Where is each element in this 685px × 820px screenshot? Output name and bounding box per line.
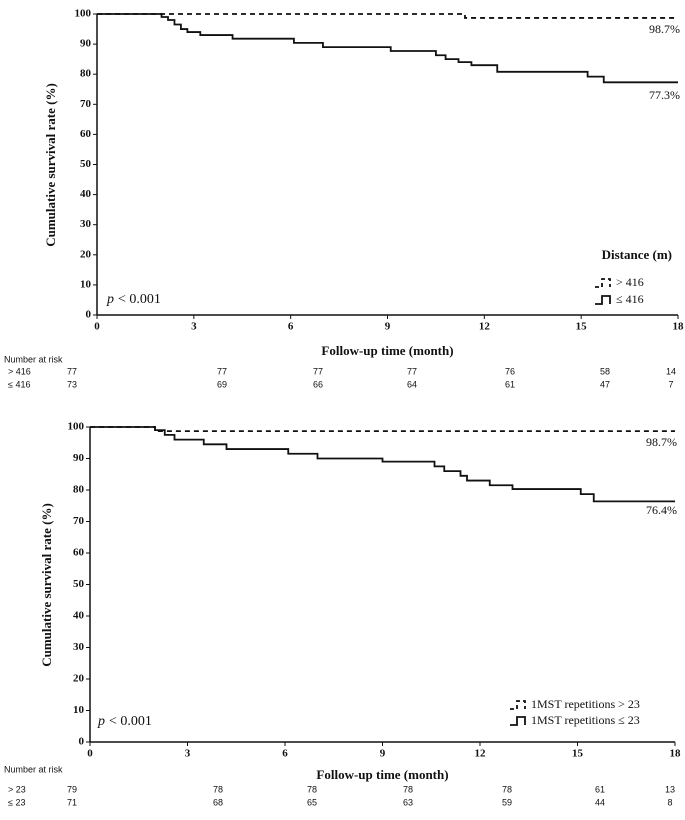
risk-value: 79 bbox=[67, 784, 77, 794]
risk-value: 68 bbox=[213, 797, 223, 807]
risk-value: 14 bbox=[666, 366, 676, 376]
y-tick-label: 70 bbox=[73, 515, 85, 527]
risk-value: 66 bbox=[313, 379, 323, 389]
risk-value: 77 bbox=[67, 366, 77, 376]
legend-title: Distance (m) bbox=[602, 247, 672, 262]
risk-value: 47 bbox=[600, 379, 610, 389]
legend-icon bbox=[510, 716, 526, 726]
survival-curve bbox=[97, 13, 678, 84]
risk-row-label: > 23 bbox=[8, 784, 26, 794]
y-tick-label: 60 bbox=[73, 547, 85, 559]
p-symbol: p bbox=[106, 292, 114, 307]
x-tick-label: 3 bbox=[185, 748, 191, 760]
x-tick-label: 9 bbox=[380, 748, 386, 760]
end-label: 77.3% bbox=[649, 88, 680, 102]
y-tick-label: 40 bbox=[73, 610, 85, 622]
risk-row-label: ≤ 23 bbox=[8, 797, 25, 807]
survival-curve bbox=[90, 426, 675, 503]
risk-row-label: ≤ 416 bbox=[8, 379, 30, 389]
p-text: < 0.001 bbox=[118, 292, 161, 307]
legend-icon bbox=[510, 700, 526, 710]
risk-value: 71 bbox=[67, 797, 77, 807]
risk-value: 69 bbox=[217, 379, 227, 389]
y-tick-label: 0 bbox=[79, 736, 85, 748]
risk-value: 63 bbox=[403, 797, 413, 807]
risk-value: 44 bbox=[595, 797, 605, 807]
y-tick-label: 0 bbox=[86, 309, 92, 321]
risk-value: 61 bbox=[505, 379, 515, 389]
y-axis-label: Cumulative survival rate (%) bbox=[43, 83, 58, 247]
x-tick-label: 3 bbox=[191, 321, 197, 333]
risk-value: 73 bbox=[67, 379, 77, 389]
risk-value: 77 bbox=[217, 366, 227, 376]
risk-value: 61 bbox=[595, 784, 605, 794]
risk-value: 77 bbox=[313, 366, 323, 376]
risk-value: 64 bbox=[407, 379, 417, 389]
y-tick-label: 10 bbox=[80, 278, 92, 290]
risk-value: 13 bbox=[665, 784, 675, 794]
p-text: < 0.001 bbox=[109, 714, 152, 729]
x-axis-label: Follow-up time (month) bbox=[321, 343, 453, 358]
y-tick-label: 100 bbox=[68, 421, 85, 433]
y-tick-label: 80 bbox=[80, 68, 92, 80]
survival-curve bbox=[90, 426, 675, 432]
end-label: 98.7% bbox=[646, 435, 677, 449]
x-tick-label: 6 bbox=[288, 321, 294, 333]
y-tick-label: 50 bbox=[73, 578, 85, 590]
x-tick-label: 0 bbox=[87, 748, 93, 760]
y-tick-label: 60 bbox=[80, 128, 92, 140]
x-axis-label: Follow-up time (month) bbox=[316, 767, 448, 782]
p-value: p < 0.001 bbox=[106, 292, 161, 307]
y-tick-label: 90 bbox=[80, 38, 92, 50]
risk-value: 78 bbox=[502, 784, 512, 794]
y-axis-label: Cumulative survival rate (%) bbox=[39, 503, 54, 667]
risk-title: Number at risk bbox=[4, 354, 63, 364]
p-value: p < 0.001 bbox=[97, 714, 152, 729]
risk-title: Number at risk bbox=[4, 764, 63, 774]
y-tick-label: 40 bbox=[80, 188, 92, 200]
x-tick-label: 12 bbox=[479, 321, 491, 333]
y-tick-label: 100 bbox=[75, 8, 92, 20]
x-tick-label: 15 bbox=[572, 748, 584, 760]
x-tick-label: 15 bbox=[576, 321, 588, 333]
risk-value: 77 bbox=[407, 366, 417, 376]
risk-value: 58 bbox=[600, 366, 610, 376]
y-tick-label: 90 bbox=[73, 452, 85, 464]
y-tick-label: 80 bbox=[73, 484, 85, 496]
risk-value: 78 bbox=[213, 784, 223, 794]
y-tick-label: 30 bbox=[73, 641, 85, 653]
legend-label: ≤ 416 bbox=[616, 292, 644, 306]
legend-label: > 416 bbox=[616, 275, 644, 289]
x-tick-label: 6 bbox=[282, 748, 288, 760]
end-label: 98.7% bbox=[649, 22, 680, 36]
y-tick-label: 10 bbox=[73, 704, 85, 716]
end-label: 76.4% bbox=[646, 503, 677, 517]
risk-value: 76 bbox=[505, 366, 515, 376]
y-tick-label: 30 bbox=[80, 218, 92, 230]
legend-label: 1MST repetitions ≤ 23 bbox=[531, 713, 640, 727]
x-tick-label: 12 bbox=[475, 748, 487, 760]
x-tick-label: 0 bbox=[94, 321, 100, 333]
y-tick-label: 20 bbox=[80, 248, 92, 260]
p-symbol: p bbox=[97, 714, 105, 729]
risk-value: 78 bbox=[403, 784, 413, 794]
legend-icon bbox=[595, 295, 611, 305]
y-tick-label: 50 bbox=[80, 158, 92, 170]
risk-value: 7 bbox=[668, 379, 673, 389]
y-tick-label: 70 bbox=[80, 98, 92, 110]
x-tick-label: 18 bbox=[670, 748, 682, 760]
survival-curve bbox=[97, 13, 678, 19]
risk-row-label: > 416 bbox=[8, 366, 31, 376]
x-tick-label: 9 bbox=[385, 321, 391, 333]
legend-label: 1MST repetitions > 23 bbox=[531, 697, 640, 711]
y-tick-label: 20 bbox=[73, 673, 85, 685]
risk-value: 59 bbox=[502, 797, 512, 807]
risk-value: 8 bbox=[667, 797, 672, 807]
x-tick-label: 18 bbox=[673, 321, 685, 333]
legend-icon bbox=[595, 278, 611, 288]
risk-value: 78 bbox=[307, 784, 317, 794]
risk-value: 65 bbox=[307, 797, 317, 807]
